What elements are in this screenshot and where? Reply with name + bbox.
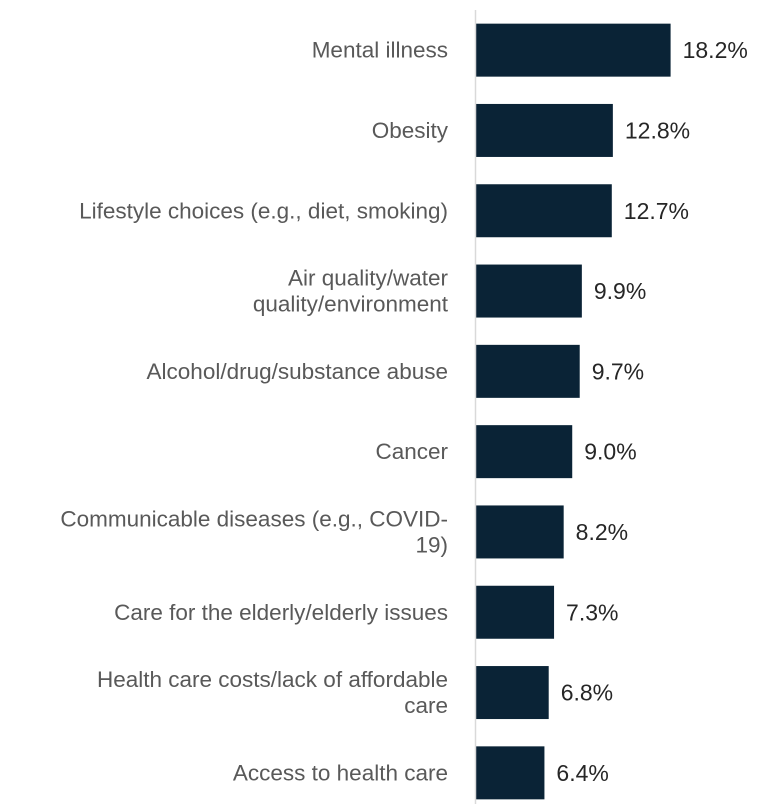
- bar-8: [476, 666, 549, 720]
- category-labels-group: Mental illness Obesity Lifestyle choices (…: [60, 38, 448, 786]
- category-label-5: Cancer: [375, 439, 448, 464]
- category-label-line: quality/environment: [253, 292, 449, 317]
- bar-6: [476, 505, 564, 559]
- bar-2: [476, 184, 612, 238]
- bars-group: [476, 23, 671, 800]
- category-label-line: Lifestyle choices (e.g., diet, smoking): [79, 198, 448, 223]
- category-label-line: Communicable diseases (e.g., COVID-: [60, 506, 448, 531]
- value-label-7: 7.3%: [566, 599, 618, 625]
- bar-5: [476, 425, 573, 479]
- category-label-line: Alcohol/drug/substance abuse: [147, 359, 448, 384]
- category-label-line: Care for the elderly/elderly issues: [114, 600, 448, 625]
- value-label-8: 6.8%: [561, 680, 613, 706]
- category-label-1: Obesity: [372, 118, 449, 143]
- value-label-1: 12.8%: [625, 117, 690, 143]
- category-label-2: Lifestyle choices (e.g., diet, smoking): [79, 198, 448, 223]
- category-label-7: Care for the elderly/elderly issues: [114, 600, 448, 625]
- category-label-line: Health care costs/lack of affordable: [97, 667, 448, 692]
- value-label-4: 9.7%: [592, 358, 644, 384]
- category-label-line: Mental illness: [312, 38, 448, 63]
- bar-1: [476, 103, 613, 157]
- category-label-line: 19): [415, 532, 448, 557]
- bar-9: [476, 746, 545, 800]
- category-label-0: Mental illness: [312, 38, 448, 63]
- value-label-9: 6.4%: [556, 760, 608, 786]
- category-label-line: Air quality/water: [288, 266, 449, 291]
- category-label-9: Access to health care: [233, 760, 448, 785]
- bar-3: [476, 264, 582, 318]
- category-label-line: care: [404, 693, 448, 718]
- category-label-3: Air quality/water quality/environment: [253, 266, 449, 317]
- category-label-line: Cancer: [375, 439, 448, 464]
- category-label-8: Health care costs/lack of affordable care: [97, 667, 448, 718]
- value-label-0: 18.2%: [683, 37, 748, 63]
- bar-0: [476, 23, 671, 77]
- value-labels-group: 18.2% 12.8% 12.7% 9.9% 9.7% 9.0% 8.2% 7.3% 6.8% 6…: [556, 37, 747, 786]
- bar-4: [476, 344, 580, 398]
- value-label-2: 12.7%: [624, 198, 689, 224]
- category-label-line: Access to health care: [233, 760, 448, 785]
- value-label-3: 9.9%: [594, 278, 646, 304]
- category-label-line: Obesity: [372, 118, 449, 143]
- category-label-4: Alcohol/drug/substance abuse: [147, 359, 448, 384]
- bar-7: [476, 585, 555, 639]
- value-label-5: 9.0%: [584, 439, 636, 465]
- value-label-6: 8.2%: [576, 519, 628, 545]
- category-label-6: Communicable diseases (e.g., COVID-19): [60, 506, 448, 557]
